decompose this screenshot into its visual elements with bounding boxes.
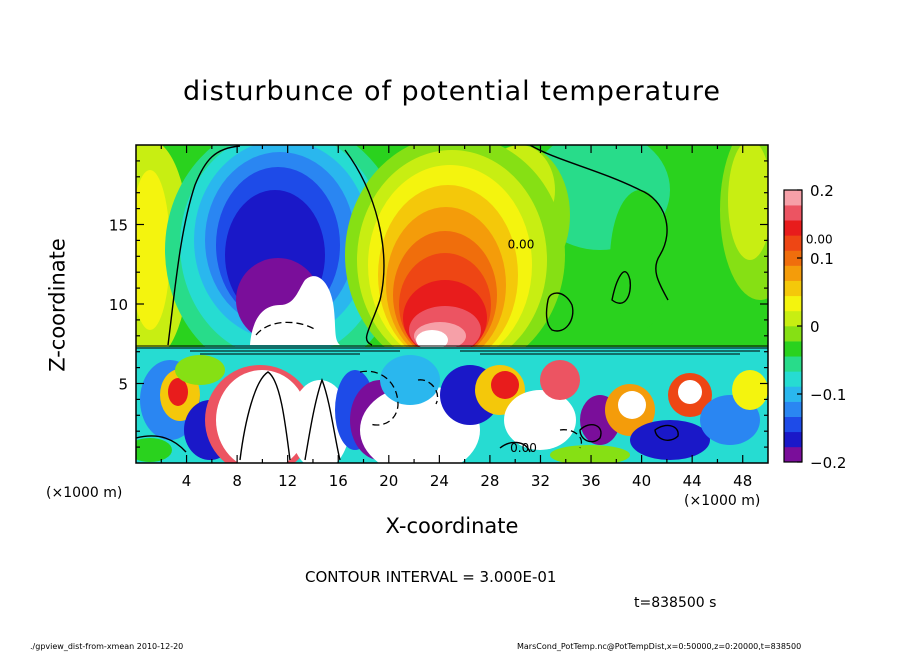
colorbar-swatch xyxy=(784,265,802,281)
x-tick-label: 40 xyxy=(632,472,651,490)
time-label: t=838500 s xyxy=(634,595,717,611)
x-tick-label: 28 xyxy=(480,472,499,490)
contour-line xyxy=(344,149,385,346)
colorbar-swatch xyxy=(784,446,802,463)
contour-line xyxy=(545,292,574,332)
dashed-contours xyxy=(255,321,583,449)
footer-data-source: MarsCond_PotTemp.nc@PotTempDist,x=0:5000… xyxy=(517,642,802,651)
x-tick-label: 16 xyxy=(329,472,348,490)
colorbar-swatch xyxy=(784,205,802,221)
contour-interval-note: CONTOUR INTERVAL = 3.000E-01 xyxy=(305,568,557,586)
lower-turbulent-layer xyxy=(136,347,768,463)
colorbar-swatch xyxy=(784,356,802,372)
contour-line xyxy=(611,271,632,304)
x-tick-label: 36 xyxy=(581,472,600,490)
contour-label: 0.00 xyxy=(806,233,833,247)
x-tick-label: 24 xyxy=(430,472,449,490)
colorbar-swatch xyxy=(784,235,802,251)
colorbar-swatch xyxy=(784,386,802,402)
colorbar-swatch xyxy=(784,250,802,266)
colorbar-tick-label: −0.2 xyxy=(810,454,846,472)
colorbar-tick-label: 0 xyxy=(810,318,820,336)
colorbar-tick-label: −0.1 xyxy=(810,386,846,404)
contour-line xyxy=(417,379,439,405)
x-tick-label: 4 xyxy=(182,472,192,490)
x-tick-label: 12 xyxy=(278,472,297,490)
colorbar-swatch xyxy=(784,431,802,448)
colorbar-swatch xyxy=(784,326,802,342)
colorbar-swatch xyxy=(784,416,802,433)
colorbar-tick-label: 0.2 xyxy=(810,182,834,200)
chart-title: disturbunce of potential temperature xyxy=(183,76,721,107)
contour-line xyxy=(304,378,341,461)
x-tick-label: 44 xyxy=(683,472,702,490)
colorbar-swatch xyxy=(784,401,802,417)
footer-script-name: ./gpview_dist-from-xmean 2010-12-20 xyxy=(30,642,184,651)
colorbar-tick-label: 0.1 xyxy=(810,250,834,268)
x-tick-label: 32 xyxy=(531,472,550,490)
x-tick-label: 8 xyxy=(232,472,242,490)
colorbar-swatch xyxy=(784,295,802,312)
x-tick-label: 48 xyxy=(733,472,752,490)
colorbar: 0.2 0.1 0 −0.1 −0.2 xyxy=(783,182,846,472)
contour-line xyxy=(579,424,602,443)
y-axis: 5 10 15 xyxy=(109,160,768,448)
y-tick-label: 10 xyxy=(109,296,128,314)
colorbar-swatch xyxy=(784,280,802,297)
contour-line xyxy=(255,321,317,336)
contour-line xyxy=(167,145,241,346)
x-axis-label: X-coordinate xyxy=(385,514,519,538)
x-axis: 4 8 12 16 20 24 28 32 36 40 44 48 xyxy=(160,145,752,490)
y-unit-label: (×1000 m) xyxy=(46,485,123,501)
contour-line xyxy=(359,370,399,426)
contour-line xyxy=(239,371,291,461)
colorbar-swatch xyxy=(784,310,802,327)
contour-label: 0.00 xyxy=(508,237,535,251)
y-tick-label: 15 xyxy=(109,217,128,235)
y-tick-label: 5 xyxy=(118,376,128,394)
contour-line xyxy=(559,429,583,449)
contour-label: 0.00 xyxy=(510,441,537,455)
colorbar-swatch xyxy=(784,371,802,387)
contour-line xyxy=(654,424,679,441)
x-unit-label: (×1000 m) xyxy=(684,493,761,509)
contour-line xyxy=(136,435,187,453)
contour-value-labels: 0.00 0.00 0.00 xyxy=(508,233,833,455)
colorbar-swatch xyxy=(784,190,802,206)
contour-lines xyxy=(136,145,679,461)
boundary-contours xyxy=(136,345,768,355)
colorbar-swatch xyxy=(784,220,802,236)
colorbar-swatch xyxy=(784,341,802,357)
contour-line xyxy=(529,145,669,301)
contour-line xyxy=(499,441,531,453)
x-tick-label: 20 xyxy=(379,472,398,490)
